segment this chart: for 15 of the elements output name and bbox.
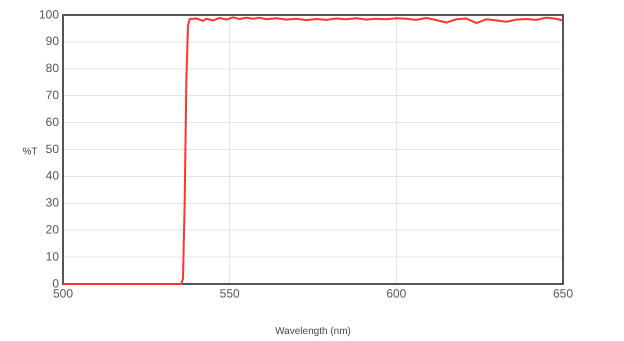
x-tick-label: 550 [220,286,240,301]
y-tick-label: 10 [46,249,60,264]
y-tick-label: 70 [46,88,60,102]
y-tick-label: 30 [46,196,60,210]
x-axis-title: Wavelength (nm) [275,326,351,337]
y-tick-label: 80 [46,61,60,76]
y-tick-label: 90 [46,34,60,48]
y-tick-label: 100 [38,7,60,22]
y-axis-title: %T [22,146,38,158]
x-tick-label: 600 [386,286,407,301]
y-tick-label: 40 [46,168,60,183]
x-tick-label: 650 [552,286,574,301]
y-tick-label: 50 [46,142,60,156]
y-tick-label: 20 [46,222,60,237]
y-tick-label: 60 [46,114,60,129]
